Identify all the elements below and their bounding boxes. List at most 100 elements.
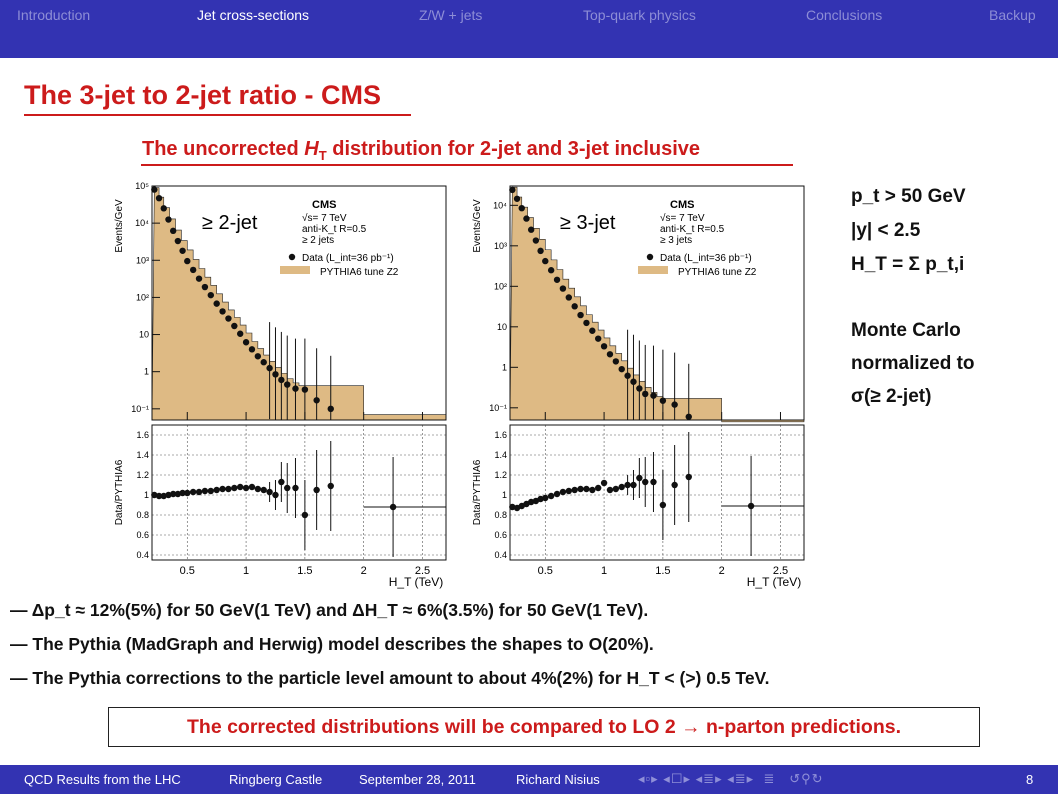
info-line: ≥ 2 jets	[302, 235, 334, 246]
ratio-tick-label: 0.8	[136, 510, 149, 520]
data-point	[237, 330, 244, 337]
ratio-point	[242, 484, 250, 492]
ratio-point	[237, 483, 244, 491]
info-line: √s= 7 TeV	[302, 212, 347, 224]
data-point	[165, 216, 172, 223]
nav-item-introduction[interactable]: Introduction	[17, 7, 91, 23]
y-axis-title: Events/GeV	[114, 199, 125, 253]
ratio-point	[624, 481, 631, 489]
data-point	[513, 195, 521, 202]
next-slide-icon[interactable]: ▸	[746, 771, 755, 786]
ratio-point	[577, 485, 584, 493]
data-point	[600, 343, 608, 350]
data-point	[184, 257, 191, 265]
data-point	[169, 227, 177, 235]
cut-rapidity: |y| < 2.5	[851, 220, 921, 241]
data-point	[179, 247, 186, 254]
x-tick-label: 2.5	[415, 565, 430, 577]
footer-talk-title: QCD Results from the LHC	[24, 772, 181, 787]
next-subsection-icon[interactable]: ▸	[683, 771, 692, 786]
mc-note-line1: Monte Carlo	[851, 320, 961, 341]
data-point	[583, 319, 590, 327]
ratio-tick-label: 0.6	[136, 530, 149, 540]
section-icon[interactable]: ≣	[703, 771, 716, 786]
ratio-tick-label: 1.6	[494, 430, 507, 440]
data-point	[266, 364, 273, 372]
slide-title: The 3-jet to 2-jet ratio - CMS	[24, 80, 382, 110]
ratio-point	[747, 502, 755, 510]
data-point	[174, 237, 182, 245]
top-panel-frame	[151, 185, 447, 421]
ratio-point	[225, 485, 232, 493]
x-tick-label: 2	[719, 565, 725, 577]
ratio-point	[254, 485, 262, 493]
nav-item-top-quark-physics[interactable]: Top-quark physics	[583, 7, 696, 23]
nav-item-jet-cross-sections[interactable]: Jet cross-sections	[197, 7, 310, 23]
mc-histogram	[151, 187, 447, 421]
toc-icon[interactable]: ≣	[763, 771, 776, 786]
legend-data-label: Data (L_int=36 pb⁻¹)	[302, 253, 394, 264]
mc-histogram	[509, 186, 805, 423]
subtitle-suffix: distribution for 2-jet and 3-jet inclusi…	[326, 138, 701, 160]
ratio-point	[219, 485, 226, 493]
x-tick-label: 0.5	[538, 565, 553, 577]
ratio-point	[313, 486, 320, 494]
slide-list-icon[interactable]: ≣	[734, 771, 747, 786]
x-tick-label: 2	[361, 565, 367, 577]
ratio-tick-label: 1.2	[494, 470, 507, 480]
legend-mc-swatch	[638, 266, 668, 274]
data-point	[160, 205, 167, 212]
next-section-icon[interactable]: ▸	[715, 771, 723, 786]
nav-item-zw-jets[interactable]: Z/W + jets	[419, 7, 483, 23]
ratio-point	[184, 489, 191, 497]
data-point	[559, 285, 567, 292]
data-point	[301, 386, 309, 393]
ratio-point	[650, 478, 657, 486]
prev-section-icon[interactable]: ◂	[695, 771, 704, 786]
data-point	[571, 303, 578, 310]
data-point	[618, 365, 625, 373]
forward-icon[interactable]: ↻	[811, 771, 824, 786]
search-icon[interactable]: ⚲	[801, 771, 812, 786]
data-point	[254, 353, 262, 360]
footer-page-number: 8	[1026, 772, 1034, 787]
mc-note-line3: σ(≥ 2-jet)	[851, 386, 932, 407]
x-tick-label: 2.5	[773, 565, 788, 577]
bullet-text: Δp_t ≈ 12%(5%) for 50 GeV(1 TeV) and ΔH_…	[31, 600, 649, 620]
prev-slide-icon[interactable]: ◂	[727, 771, 735, 786]
data-point	[195, 275, 203, 282]
x-tick-label: 1.5	[297, 565, 312, 577]
nav-item-conclusions[interactable]: Conclusions	[806, 7, 883, 23]
bullet-text: The Pythia corrections to the particle l…	[32, 668, 770, 688]
data-point	[630, 378, 637, 385]
ratio-point	[389, 503, 397, 511]
y-tick-label: 10²	[136, 292, 149, 302]
nav-item-backup[interactable]: Backup	[989, 7, 1036, 23]
data-point	[612, 358, 620, 365]
back-icon[interactable]: ↺	[789, 771, 802, 786]
y-tick-label: 10⁴	[493, 200, 507, 210]
ratio-point	[207, 487, 214, 495]
subtitle-subscript: T	[318, 148, 327, 163]
frame-icon[interactable]: ▫	[645, 771, 652, 786]
ratio-point	[201, 487, 209, 495]
prev-frame-icon[interactable]: ◂	[638, 771, 646, 786]
data-point	[542, 257, 549, 265]
ratio-tick-label: 0.4	[136, 550, 149, 560]
ratio-point	[179, 489, 186, 497]
next-frame-icon[interactable]: ▸	[651, 771, 659, 786]
section-navigation-bar: Introduction Jet cross-sections Z/W + je…	[0, 0, 1058, 58]
prev-subsection-icon[interactable]: ◂	[663, 771, 671, 786]
y-tick-label: 1	[502, 362, 507, 372]
data-point	[624, 372, 631, 379]
x-axis-title: H_T (TeV)	[747, 575, 801, 589]
ratio-tick-label: 1.2	[136, 470, 149, 480]
data-point	[671, 401, 678, 408]
data-point	[606, 351, 614, 358]
conclusion-box: The corrected distributions will be comp…	[108, 707, 980, 747]
data-point	[577, 311, 584, 319]
data-point	[151, 186, 158, 193]
data-point	[532, 237, 540, 244]
y-tick-label: 10³	[136, 255, 149, 265]
subsection-icon[interactable]: ☐	[670, 771, 684, 786]
